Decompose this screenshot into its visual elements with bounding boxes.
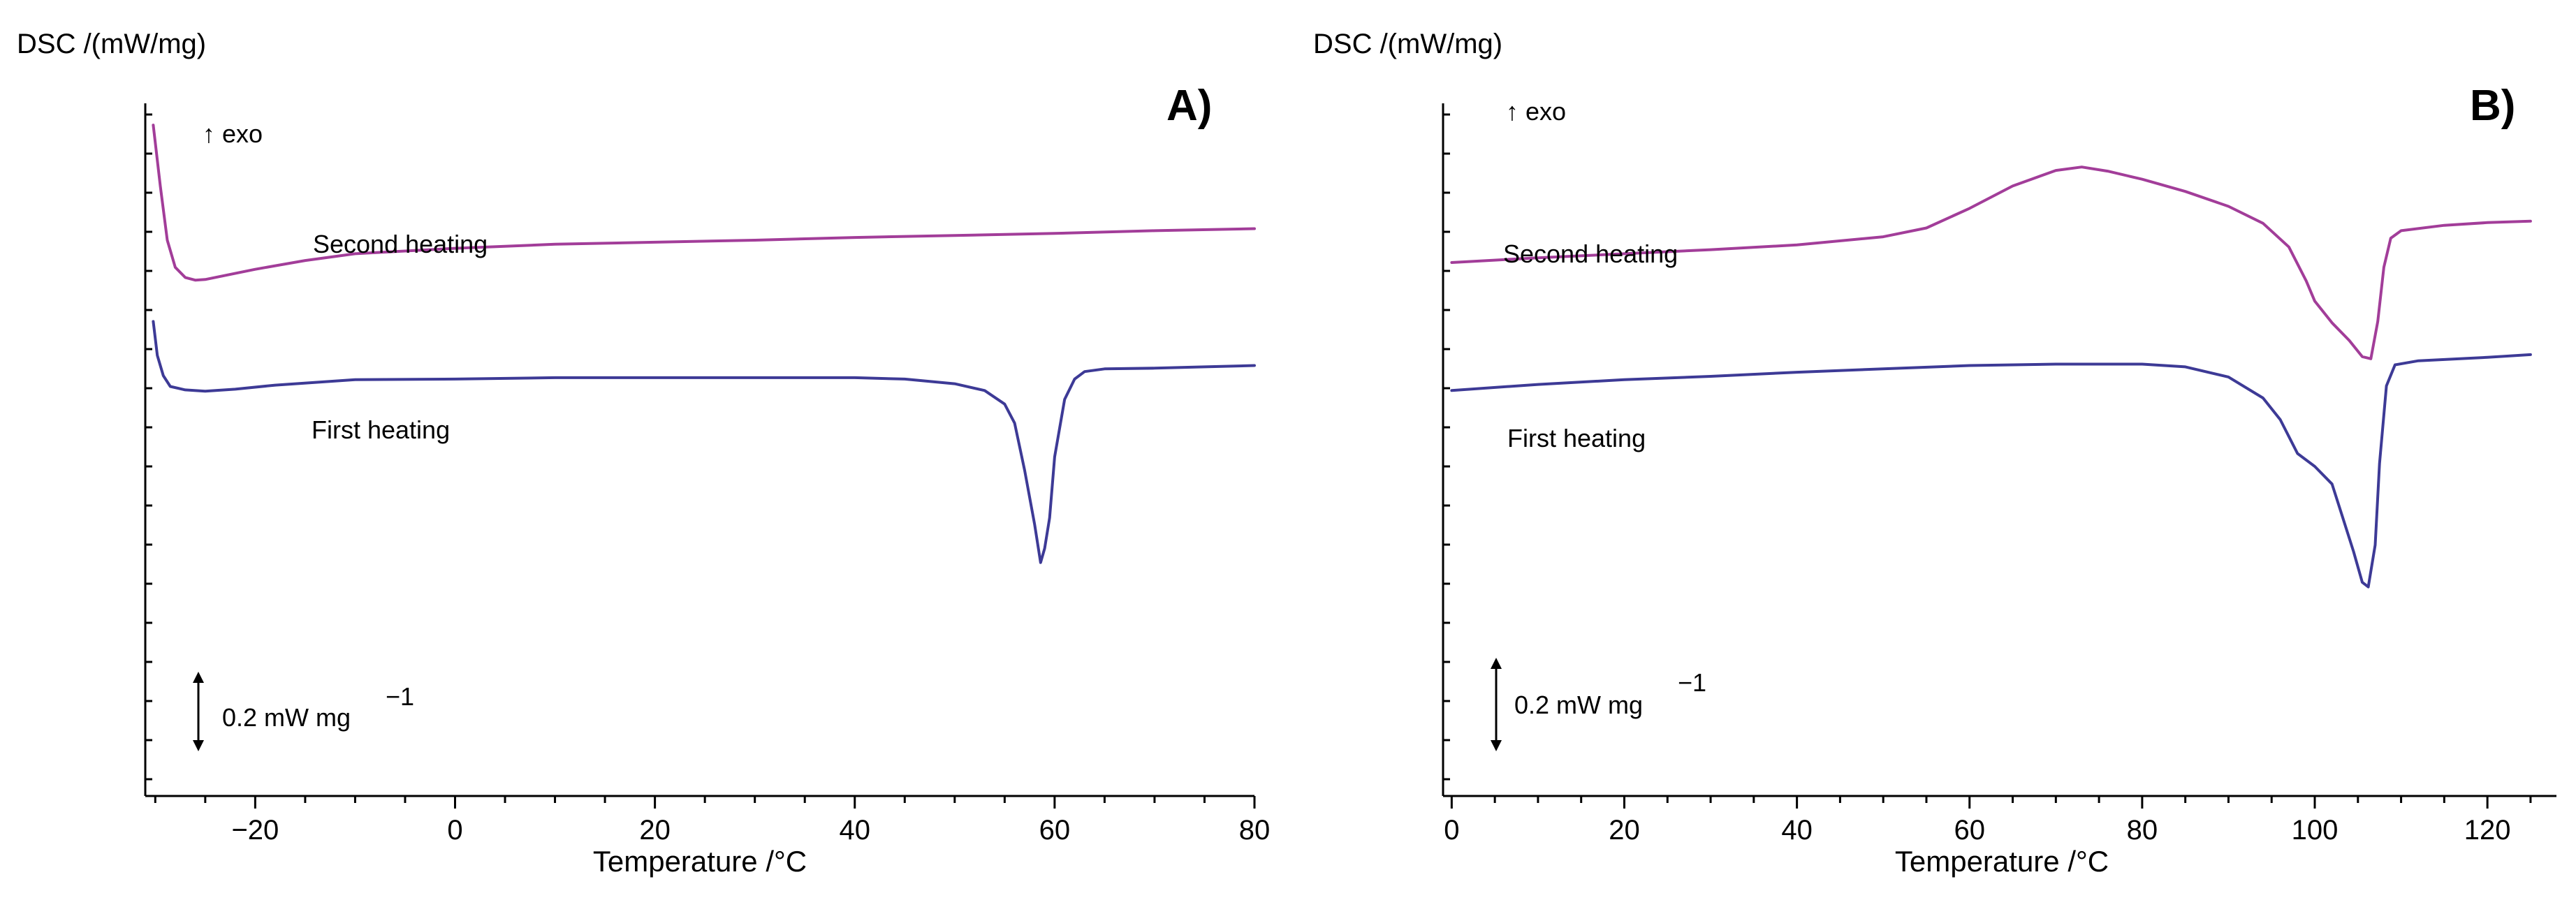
- panel-b-x-axis-title: Temperature /°C: [1895, 845, 2109, 878]
- panel-b-x-tick-label: 60: [1954, 815, 1986, 846]
- panel-a-x-tick-label: 40: [839, 815, 870, 846]
- panel-a-second-heating-label: Second heating: [313, 230, 488, 258]
- panel-b-x-ticks: 0 20 40 60 80 100 120: [1444, 796, 2532, 846]
- panel-b-scale-bar-exponent: −1: [1678, 668, 1706, 697]
- panel-b-letter: B): [2470, 82, 2515, 130]
- panel-b-y-axis-label: DSC /(mW/mg): [1313, 29, 1502, 59]
- panel-b-y-ticks: [1443, 113, 1450, 781]
- panel-b-x-tick-label: 20: [1609, 815, 1640, 846]
- panel-a-x-tick-label: −20: [231, 815, 279, 846]
- panel-a-scale-bar-arrow-up: [193, 672, 204, 683]
- panel-b-x-tick-label: 100: [2292, 815, 2339, 846]
- panel-b-scale-bar-label: 0.2 mW mg: [1514, 691, 1643, 719]
- panel-b-series-second-heating-line: [1450, 165, 2532, 360]
- panel-a-chart: DSC /(mW/mg) A) ↑ exo −20 0 20 40 60 80 Tempe…: [17, 29, 1270, 878]
- panel-a-series-second-heating-line: [152, 124, 1256, 282]
- panel-a-y-ticks: [145, 113, 152, 781]
- panel-a-x-tick-label: 20: [639, 815, 671, 846]
- panel-b-x-tick-label: 0: [1444, 815, 1459, 846]
- panel-a-scale-bar-arrow-down: [193, 740, 204, 751]
- panel-a-exo-label: ↑ exo: [203, 119, 263, 148]
- panel-a-scale-bar: 0.2 mW mg −1: [193, 672, 414, 751]
- panel-a-y-axis-label: DSC /(mW/mg): [17, 29, 206, 59]
- panel-a-letter: A): [1166, 82, 1212, 130]
- panel-a-series-first-heating-line: [152, 320, 1256, 564]
- panel-a-curves: [152, 124, 1256, 564]
- panel-b-scale-bar-arrow-down: [1491, 740, 1502, 751]
- panel-a-x-ticks: −20 0 20 40 60 80: [154, 796, 1271, 846]
- panel-a-x-tick-label: 80: [1239, 815, 1271, 846]
- panel-b-scale-bar: 0.2 mW mg −1: [1491, 658, 1706, 751]
- panel-b-chart: DSC /(mW/mg) B) ↑ exo 0 20 40 60 80 100 120 Te…: [1313, 29, 2556, 878]
- panel-a-x-axis-title: Temperature /°C: [593, 845, 807, 878]
- panel-a-x-tick-label: 60: [1039, 815, 1071, 846]
- panel-a-scale-bar-exponent: −1: [386, 682, 414, 711]
- panel-b-first-heating-label: First heating: [1507, 424, 1646, 452]
- panel-a-scale-bar-label: 0.2 mW mg: [222, 703, 351, 732]
- panel-a-x-tick-label: 0: [447, 815, 462, 846]
- panel-b-scale-bar-arrow-up: [1491, 658, 1502, 669]
- panel-b-x-tick-label: 40: [1781, 815, 1813, 846]
- panel-b-x-tick-label: 120: [2464, 815, 2511, 846]
- panel-b-curves: [1450, 165, 2532, 589]
- panel-b-second-heating-label: Second heating: [1503, 239, 1678, 268]
- panel-a-first-heating-label: First heating: [312, 415, 450, 444]
- panel-b-exo-label: ↑ exo: [1506, 97, 1566, 126]
- panel-b-series-first-heating-line: [1450, 353, 2532, 589]
- panel-b-x-tick-label: 80: [2127, 815, 2158, 846]
